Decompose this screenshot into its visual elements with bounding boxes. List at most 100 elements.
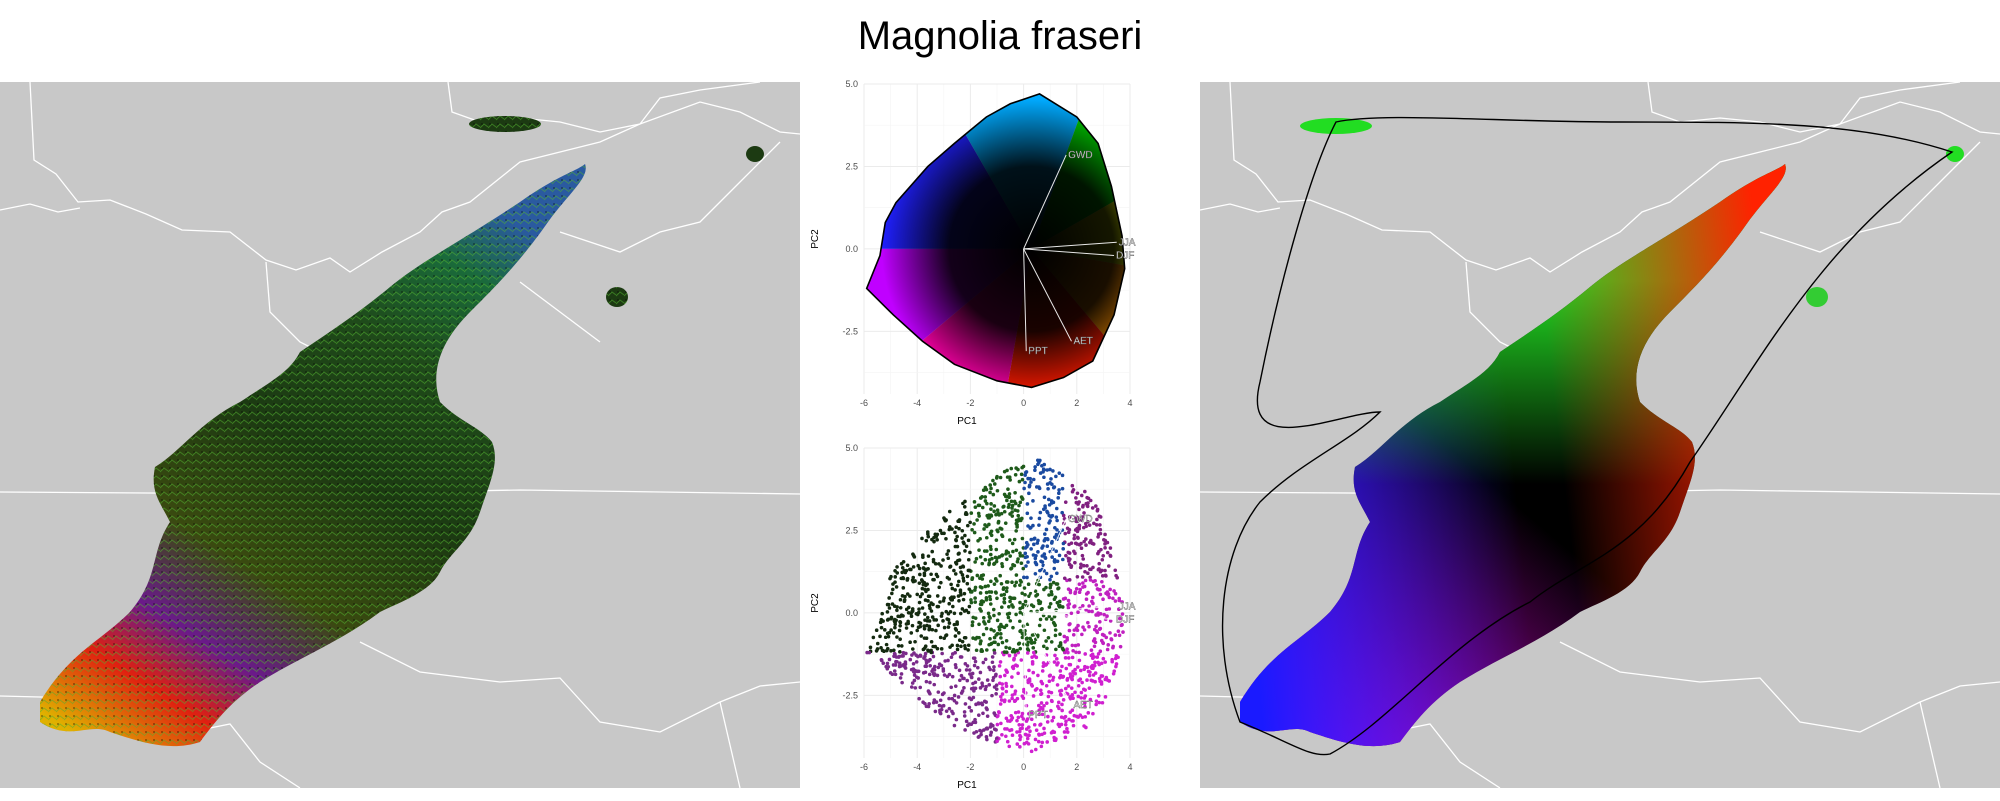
sample-point: [945, 552, 949, 556]
sample-point: [1006, 615, 1011, 620]
sample-point: [1009, 566, 1014, 570]
sample-point: [906, 619, 910, 624]
y-tick-label: 5.0: [845, 443, 858, 453]
sample-point: [1079, 546, 1084, 551]
sample-point: [1082, 511, 1086, 515]
sample-point: [1061, 647, 1066, 652]
sample-point: [1064, 666, 1069, 671]
sample-point: [1058, 675, 1062, 680]
sample-point: [1015, 730, 1019, 734]
sample-point: [1065, 678, 1070, 682]
sample-point: [1043, 532, 1047, 536]
sample-point: [1025, 636, 1029, 641]
sample-point: [965, 574, 970, 579]
sample-point: [932, 539, 936, 544]
sample-point: [905, 576, 910, 581]
sample-point: [997, 664, 1002, 668]
y-tick-label: -2.5: [842, 690, 858, 700]
sample-point: [920, 536, 924, 541]
sample-point: [923, 612, 927, 616]
sample-point: [1044, 585, 1048, 590]
loading-arrow: [1023, 241, 1117, 250]
sample-point: [1027, 668, 1031, 673]
sample-point: [1032, 542, 1036, 547]
sample-point: [1031, 477, 1036, 482]
sample-point: [1045, 740, 1050, 744]
sample-point: [1034, 655, 1039, 660]
sample-point: [908, 567, 912, 572]
sample-point: [991, 478, 995, 483]
sample-point: [969, 675, 974, 680]
sample-point: [1101, 584, 1106, 589]
x-tick-label: -4: [913, 398, 921, 408]
sample-point: [1025, 647, 1030, 651]
sample-point: [1000, 564, 1005, 569]
sample-point: [1078, 565, 1083, 570]
sample-point: [1055, 518, 1059, 523]
sample-point: [962, 676, 966, 681]
sample-point: [1098, 649, 1103, 654]
sample-point: [1084, 597, 1089, 602]
sample-point: [987, 516, 992, 520]
sample-point: [983, 687, 988, 692]
sample-point: [1023, 473, 1027, 477]
sample-point: [1002, 650, 1007, 654]
sample-point: [1033, 688, 1038, 692]
sample-point: [1047, 679, 1052, 684]
sample-point: [1045, 720, 1050, 724]
sample-point: [978, 670, 983, 675]
sample-point: [1099, 638, 1104, 643]
sample-point: [867, 650, 872, 655]
sample-point: [995, 596, 999, 601]
sample-point: [1004, 716, 1009, 721]
sample-point: [994, 476, 999, 480]
sample-point: [885, 618, 890, 622]
sample-point: [985, 714, 990, 718]
sample-point: [1036, 739, 1041, 744]
sample-point: [989, 642, 993, 646]
sample-point: [929, 572, 933, 577]
sample-point: [1038, 510, 1043, 515]
sample-point: [1077, 582, 1082, 587]
sample-point: [1049, 640, 1054, 644]
sample-point: [1052, 566, 1057, 571]
sample-point: [1100, 700, 1105, 705]
sample-point: [1070, 643, 1075, 648]
sample-point: [1090, 652, 1095, 657]
sample-points: [865, 458, 1125, 754]
sample-point: [1081, 515, 1085, 519]
sample-point: [1019, 472, 1024, 477]
sample-point: [977, 503, 982, 508]
sample-point: [942, 625, 947, 630]
sample-point: [955, 643, 960, 648]
sample-point: [949, 582, 953, 587]
sample-point: [1048, 601, 1053, 606]
sample-point: [926, 554, 931, 558]
sample-point: [1012, 563, 1017, 568]
sample-point: [980, 681, 984, 686]
sample-point: [1007, 495, 1012, 500]
sample-point: [884, 642, 889, 647]
sample-point: [957, 668, 962, 673]
sample-point: [1091, 601, 1095, 606]
sample-point: [944, 536, 948, 541]
sample-point: [996, 519, 1001, 524]
sample-point: [1041, 470, 1045, 474]
sample-point: [918, 621, 923, 626]
sample-point: [984, 598, 989, 602]
sample-point: [1067, 717, 1071, 722]
sample-point: [1105, 614, 1109, 618]
pc-hull-outline: [865, 93, 1126, 389]
sample-point: [972, 530, 977, 535]
sample-point: [1049, 583, 1053, 587]
sample-point: [1080, 575, 1085, 579]
sample-point: [1072, 536, 1076, 541]
sample-point: [995, 722, 1000, 727]
sample-point: [931, 557, 936, 562]
sample-point: [962, 714, 967, 718]
sample-point: [979, 609, 983, 613]
sample-point: [1103, 546, 1107, 550]
sample-point: [1056, 586, 1061, 590]
sample-point: [1039, 701, 1044, 705]
sample-point: [973, 637, 978, 641]
